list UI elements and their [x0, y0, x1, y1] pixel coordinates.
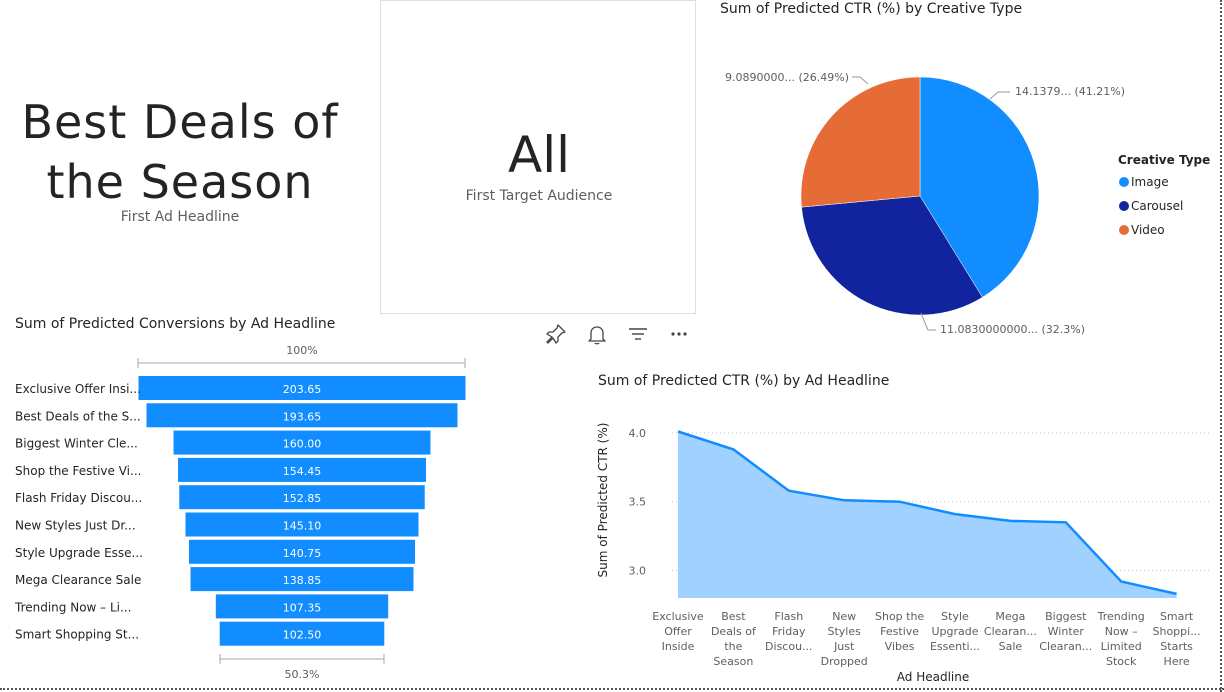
pie-chart-title: Sum of Predicted CTR (%) by Creative Typ… — [720, 1, 1023, 17]
funnel-bar[interactable] — [185, 512, 419, 537]
funnel-bar-value: 145.10 — [283, 520, 322, 533]
more-icon[interactable] — [667, 322, 691, 346]
funnel-category-label: Shop the Festive Vi... — [15, 464, 141, 478]
funnel-bar-value: 154.45 — [283, 465, 322, 478]
funnel-category-label: Biggest Winter Cle... — [15, 437, 138, 451]
area-fill — [678, 431, 1177, 598]
funnel-category-label: Style Upgrade Esse... — [15, 546, 143, 560]
pie-legend-title: Creative Type — [1118, 153, 1210, 167]
area-line-series[interactable] — [677, 430, 1177, 596]
funnel-bar[interactable] — [138, 376, 466, 400]
pie-label-carousel: 11.0830000000... (32.3%) — [940, 323, 1085, 336]
funnel-bar-value: 138.85 — [283, 574, 322, 587]
funnel-category-label: New Styles Just Dr... — [15, 519, 136, 533]
funnel-category-label: Trending Now – Li... — [14, 600, 131, 614]
pie-chart[interactable]: 14.1379... (41.21%) 11.0830000000... (32… — [700, 20, 1215, 340]
funnel-bar-value: 140.75 — [283, 547, 322, 560]
pie-slice-video[interactable] — [800, 76, 921, 208]
funnel-category-label: Exclusive Offer Insi... — [15, 382, 141, 396]
area-x-tick-label: Mega Clearan... Sale — [984, 610, 1037, 653]
funnel-bar-value: 193.65 — [283, 410, 322, 423]
card-target-audience[interactable] — [380, 0, 696, 314]
funnel-top-percent: 100% — [286, 344, 317, 357]
card-target-audience-label: First Target Audience — [465, 188, 613, 204]
funnel-bar[interactable] — [178, 457, 426, 482]
area-x-tick-label: Best Deals of the Season — [711, 610, 757, 668]
area-x-tick-label: Trending Now – Limited Stock — [1097, 610, 1145, 668]
area-x-tick-label: Flash Friday Discou... — [765, 610, 813, 653]
pie-leader-video — [852, 76, 869, 85]
funnel-chart-title: Sum of Predicted Conversions by Ad Headl… — [15, 316, 336, 332]
filter-icon[interactable] — [626, 322, 650, 346]
funnel-category-label: Mega Clearance Sale — [15, 573, 141, 587]
area-x-tick-label: Shop the Festive Vibes — [875, 610, 924, 653]
funnel-bar[interactable] — [146, 403, 458, 428]
pie-slice-carousel[interactable] — [801, 195, 983, 316]
funnel-chart[interactable]: 100% 50.3% 203.65 Exclusive Offer Insi...… — [0, 336, 560, 686]
funnel-bar[interactable] — [215, 594, 389, 619]
legend-label-carousel[interactable]: Carousel — [1131, 199, 1183, 213]
card-value-line-2: the Season — [46, 155, 314, 209]
legend-marker-carousel — [1119, 201, 1129, 211]
bell-icon[interactable] — [585, 322, 609, 346]
funnel-bar-value: 102.50 — [283, 629, 322, 642]
pie-label-image: 14.1379... (41.21%) — [1015, 85, 1125, 98]
card-first-ad-headline-value: Best Deals of the Season — [10, 92, 350, 212]
area-x-tick-label: Exclusive Offer Inside — [652, 610, 704, 653]
funnel-bar[interactable] — [188, 539, 416, 564]
funnel-category-label: Flash Friday Discou... — [15, 491, 142, 505]
funnel-bar-value: 152.85 — [283, 492, 322, 505]
card-value-line-1: Best Deals of — [21, 95, 339, 149]
legend-marker-video — [1119, 225, 1129, 235]
area-x-tick-label: New Styles Just Dropped — [821, 610, 868, 668]
funnel-bar[interactable] — [173, 430, 431, 455]
page-border-right — [1220, 0, 1222, 692]
funnel-bar-value: 203.65 — [283, 383, 322, 396]
funnel-bar-value: 160.00 — [283, 438, 322, 451]
funnel-bar[interactable] — [179, 485, 425, 510]
funnel-category-label: Best Deals of the S... — [15, 409, 141, 423]
page-border-bottom — [0, 688, 1224, 690]
area-y-axis-label: Sum of Predicted CTR (%) — [596, 423, 610, 578]
area-x-axis-label: Ad Headline — [897, 670, 969, 684]
legend-label-video[interactable]: Video — [1131, 223, 1165, 237]
area-y-tick-label: 3.5 — [629, 496, 647, 509]
funnel-bottom-percent: 50.3% — [285, 668, 320, 681]
pin-icon[interactable] — [544, 322, 568, 346]
funnel-bar[interactable] — [219, 621, 385, 646]
card-first-ad-headline-label: First Ad Headline — [120, 209, 240, 225]
area-y-tick-label: 4.0 — [629, 427, 647, 440]
funnel-bar-value: 107.35 — [283, 601, 322, 614]
area-chart-title: Sum of Predicted CTR (%) by Ad Headline — [598, 373, 890, 389]
legend-label-image[interactable]: Image — [1131, 175, 1169, 189]
funnel-category-label: Smart Shopping St... — [15, 628, 139, 642]
area-x-tick-label: Smart Shoppi... Starts Here — [1152, 610, 1200, 668]
legend-marker-image — [1119, 177, 1129, 187]
pie-label-video: 9.0890000... (26.49%) — [725, 71, 849, 84]
pie-leader-carousel — [920, 312, 936, 331]
pie-leader-image — [989, 91, 1010, 100]
pie-slice-image[interactable] — [919, 76, 1040, 298]
visual-header-toolbar — [540, 322, 700, 348]
area-y-tick-label: 3.0 — [629, 564, 647, 577]
area-x-tick-label: Biggest Winter Clearan... — [1039, 610, 1092, 653]
area-x-tick-label: Style Upgrade Essenti... — [930, 610, 980, 653]
funnel-bar[interactable] — [190, 567, 414, 592]
card-target-audience-value: All — [508, 126, 570, 184]
